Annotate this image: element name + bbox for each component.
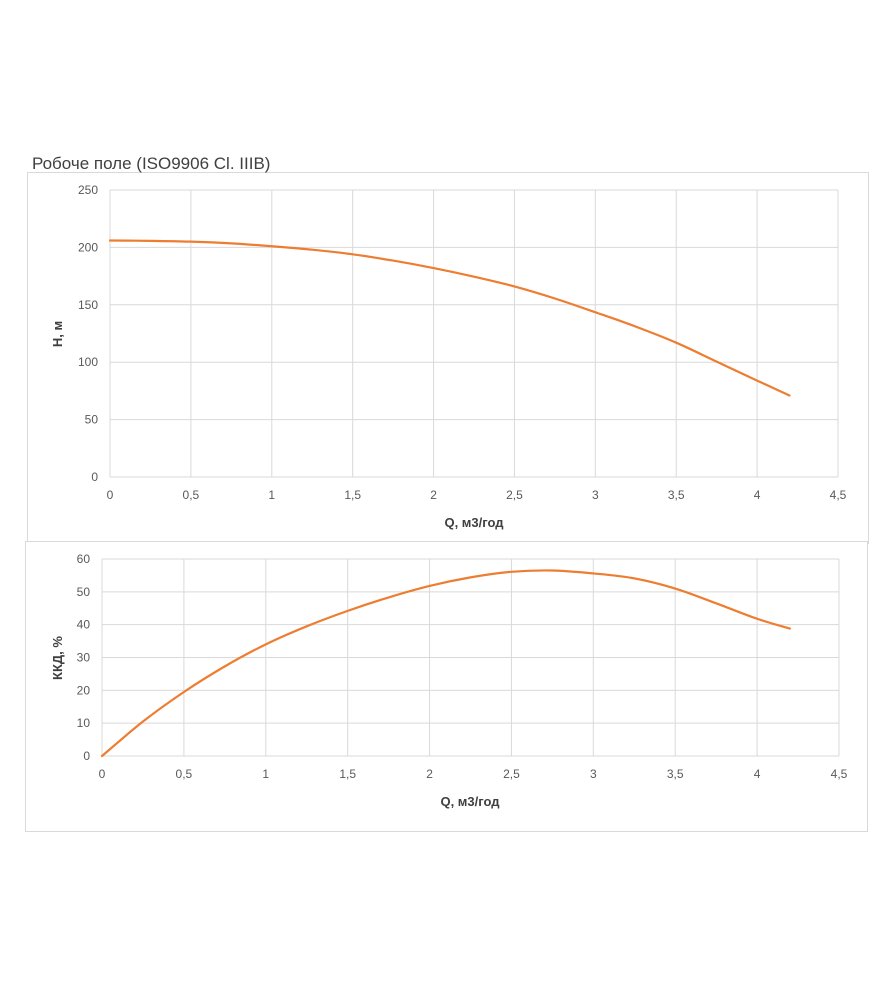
y-tick-label: 20 xyxy=(77,683,91,697)
x-tick-label: 2 xyxy=(430,488,437,502)
y-axis-title: H, м xyxy=(50,321,65,347)
x-axis-title: Q, м3/год xyxy=(444,515,504,530)
x-tick-label: 0,5 xyxy=(176,767,193,781)
x-tick-label: 4,5 xyxy=(830,488,847,502)
x-tick-label: 0,5 xyxy=(183,488,200,502)
y-tick-label: 250 xyxy=(78,183,98,197)
x-tick-label: 4 xyxy=(754,767,761,781)
y-tick-label: 100 xyxy=(78,355,98,369)
y-tick-label: 200 xyxy=(78,240,98,254)
x-tick-label: 4,5 xyxy=(831,767,848,781)
x-tick-label: 3 xyxy=(590,767,597,781)
y-tick-label: 50 xyxy=(85,413,99,427)
page-title: Робоче поле (ISO9906 Cl. IIIB) xyxy=(32,154,271,173)
x-tick-label: 1 xyxy=(262,767,269,781)
x-tick-label: 3,5 xyxy=(668,488,685,502)
y-tick-label: 50 xyxy=(77,585,91,599)
x-axis-title: Q, м3/год xyxy=(440,794,500,809)
y-axis-title: ККД, % xyxy=(50,636,65,680)
x-tick-label: 3 xyxy=(592,488,599,502)
y-tick-label: 60 xyxy=(77,552,91,566)
y-tick-label: 40 xyxy=(77,618,91,632)
y-tick-label: 0 xyxy=(91,470,98,484)
y-tick-label: 150 xyxy=(78,298,98,312)
y-tick-label: 0 xyxy=(83,749,90,763)
series-line-0 xyxy=(108,239,791,397)
x-tick-label: 4 xyxy=(754,488,761,502)
y-tick-label: 30 xyxy=(77,651,91,665)
series-line-0 xyxy=(100,569,791,758)
head-chart-frame xyxy=(27,172,869,544)
x-tick-label: 1 xyxy=(268,488,275,502)
y-tick-label: 10 xyxy=(77,716,91,730)
x-tick-label: 2,5 xyxy=(503,767,520,781)
x-tick-label: 2 xyxy=(426,767,433,781)
efficiency-chart-frame xyxy=(25,541,868,832)
x-tick-label: 1,5 xyxy=(344,488,361,502)
x-tick-label: 3,5 xyxy=(667,767,684,781)
x-tick-label: 2,5 xyxy=(506,488,523,502)
x-tick-label: 0 xyxy=(107,488,114,502)
x-tick-label: 1,5 xyxy=(339,767,356,781)
x-tick-label: 0 xyxy=(99,767,106,781)
